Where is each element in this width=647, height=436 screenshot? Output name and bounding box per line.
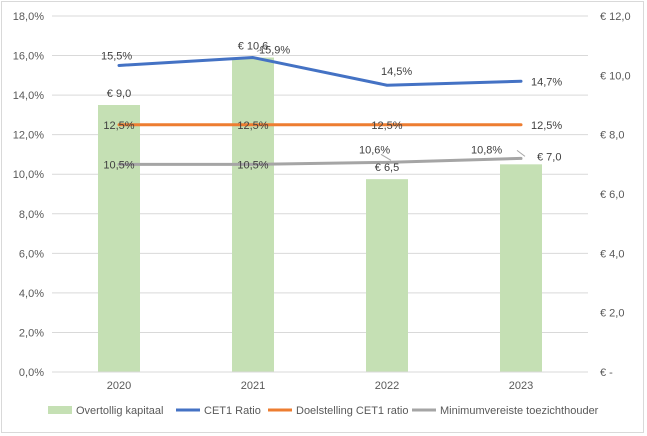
cet1-data-label: 15,5% bbox=[101, 50, 132, 62]
y-left-tick-label: 18,0% bbox=[13, 11, 44, 23]
legend-label: CET1 Ratio bbox=[204, 405, 261, 417]
x-tick-label: 2022 bbox=[375, 380, 399, 392]
bar-2020 bbox=[98, 105, 140, 372]
cet1-data-label: 15,9% bbox=[259, 45, 290, 57]
line-minimumvereiste-toezichthouder bbox=[117, 156, 523, 166]
cet1-data-label: 14,5% bbox=[381, 66, 412, 78]
y-right-tick-label: € 2,0 bbox=[600, 308, 624, 320]
legend: Overtollig kapitaal CET1 Ratio Doelstellin… bbox=[48, 405, 599, 417]
line-series bbox=[117, 56, 523, 166]
cet1-data-label: 14,7% bbox=[531, 76, 562, 88]
bar-2022 bbox=[366, 179, 408, 372]
bar-2021 bbox=[232, 57, 274, 373]
y-left-tick-label: 10,0% bbox=[13, 169, 44, 181]
y-right-tick-label: € 4,0 bbox=[600, 248, 624, 260]
y-left-tick-label: 14,0% bbox=[13, 90, 44, 102]
bar-data-label: € 9,0 bbox=[107, 88, 131, 100]
y-left-tick-label: 4,0% bbox=[19, 288, 44, 300]
legend-label: Doelstelling CET1 ratio bbox=[296, 405, 409, 417]
y-right-tick-label: € 12,0 bbox=[600, 11, 631, 23]
doelstelling-data-label: 12,5% bbox=[531, 120, 562, 132]
y-left-tick-label: 6,0% bbox=[19, 248, 44, 260]
doelstelling-data-label: 12,5% bbox=[103, 120, 134, 132]
doelstelling-data-label: 12,5% bbox=[237, 120, 268, 132]
bar-data-label: € 7,0 bbox=[537, 151, 561, 163]
y-left-tick-label: 0,0% bbox=[19, 367, 44, 379]
label-leader-line bbox=[516, 149, 526, 157]
label-leader-line bbox=[256, 45, 268, 52]
minimum-data-label: 10,8% bbox=[471, 144, 502, 156]
minimum-data-label: 10,6% bbox=[359, 144, 390, 156]
line-cet1-ratio bbox=[117, 56, 523, 87]
legend-swatch-bar bbox=[48, 406, 72, 414]
x-axis: 2020 2021 2022 2023 bbox=[52, 371, 588, 392]
doelstelling-data-label: 12,5% bbox=[371, 120, 402, 132]
y-axis-left: 0,0% 2,0% 4,0% 6,0% 8,0% 10,0% 12,0% 14,0% 16,0%… bbox=[13, 11, 44, 379]
legend-label: Overtollig kapitaal bbox=[76, 405, 163, 417]
label-leader-line bbox=[380, 153, 392, 161]
y-right-tick-label: € 6,0 bbox=[600, 189, 624, 201]
y-right-tick-label: € - bbox=[600, 367, 613, 379]
bar-2023 bbox=[500, 164, 542, 372]
x-tick-label: 2021 bbox=[241, 380, 265, 392]
y-right-tick-label: € 8,0 bbox=[600, 130, 624, 142]
y-left-tick-label: 16,0% bbox=[13, 51, 44, 63]
x-tick-label: 2023 bbox=[509, 380, 533, 392]
legend-label: Minimumvereiste toezichthouder bbox=[440, 405, 599, 417]
bars-overtollig-kapitaal bbox=[98, 57, 542, 373]
data-labels: € 9,0€ 10,6€ 6,5€ 7,015,5% 15,9%14,5%14,7… bbox=[101, 41, 562, 175]
y-axis-right: € - € 2,0 € 4,0 € 6,0 € 8,0 € 10,0 € 12,0 bbox=[600, 11, 631, 379]
y-left-tick-label: 2,0% bbox=[19, 327, 44, 339]
bar-data-label: € 6,5 bbox=[375, 162, 399, 174]
minimum-data-label: 10,5% bbox=[103, 159, 134, 171]
y-left-tick-label: 12,0% bbox=[13, 130, 44, 142]
minimum-data-label: 10,5% bbox=[237, 159, 268, 171]
y-left-tick-label: 8,0% bbox=[19, 209, 44, 221]
x-tick-label: 2020 bbox=[107, 380, 131, 392]
y-right-tick-label: € 10,0 bbox=[600, 70, 631, 82]
